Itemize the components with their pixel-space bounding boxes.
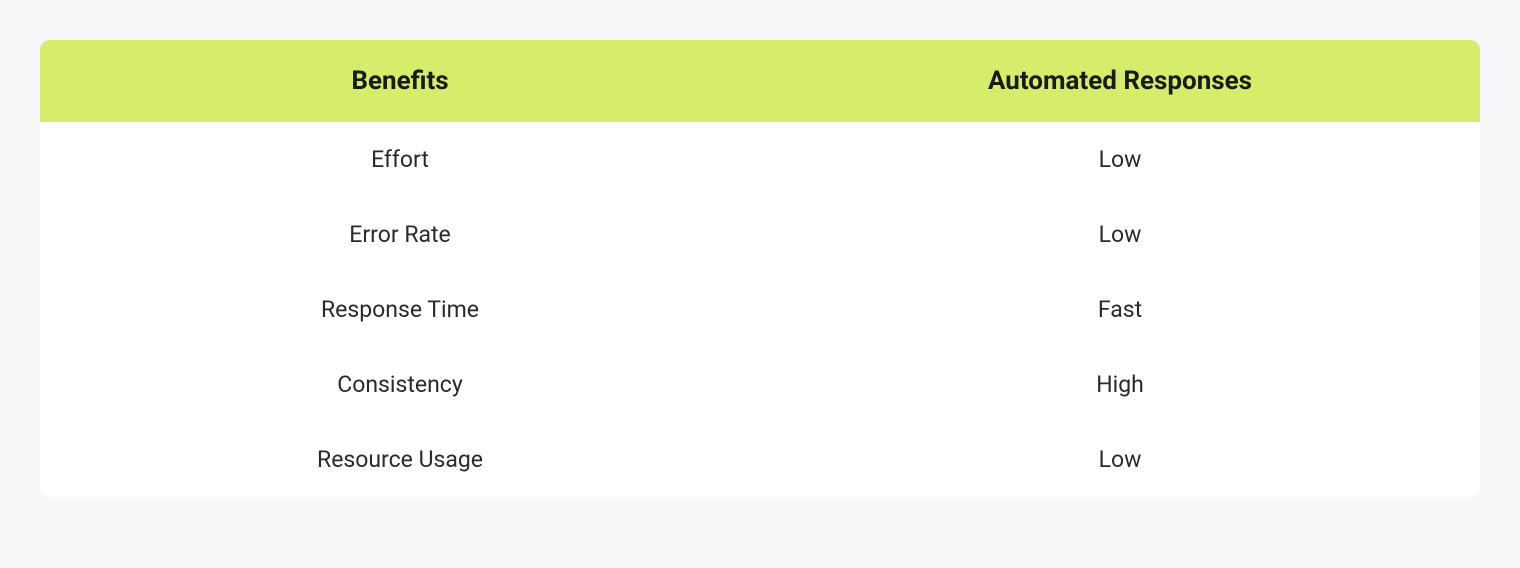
table-cell-value: Low <box>760 446 1480 473</box>
table-cell-benefit: Effort <box>40 146 760 173</box>
column-header-automated-responses: Automated Responses <box>760 66 1480 96</box>
table-cell-benefit: Response Time <box>40 296 760 323</box>
table-row: Error Rate Low <box>40 197 1480 272</box>
table-header-row: Benefits Automated Responses <box>40 40 1480 122</box>
table-cell-benefit: Error Rate <box>40 221 760 248</box>
table-row: Consistency High <box>40 347 1480 422</box>
table-row: Resource Usage Low <box>40 422 1480 497</box>
column-header-benefits: Benefits <box>40 66 760 96</box>
table-cell-value: Low <box>760 146 1480 173</box>
table-cell-benefit: Resource Usage <box>40 446 760 473</box>
table-row: Response Time Fast <box>40 272 1480 347</box>
table-cell-value: Low <box>760 221 1480 248</box>
table-cell-value: High <box>760 371 1480 398</box>
table-body: Effort Low Error Rate Low Response Time … <box>40 122 1480 497</box>
table-row: Effort Low <box>40 122 1480 197</box>
benefits-table: Benefits Automated Responses Effort Low … <box>40 40 1480 497</box>
table-cell-benefit: Consistency <box>40 371 760 398</box>
table-cell-value: Fast <box>760 296 1480 323</box>
